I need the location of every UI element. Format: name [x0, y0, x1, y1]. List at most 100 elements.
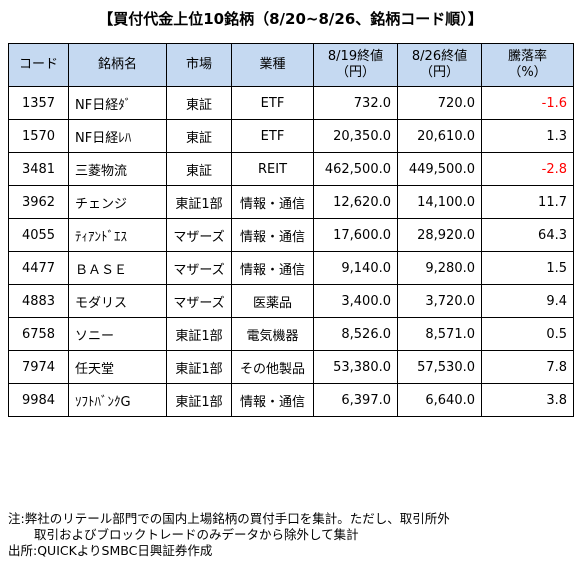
page-title: 【買付代金上位10銘柄（8/20~8/26、銘柄コード順）】 — [98, 10, 483, 28]
cell-name: NF日経ﾀﾞ — [68, 86, 167, 120]
cell-market: 東証 — [166, 152, 232, 186]
header-market: 市場 — [166, 43, 232, 87]
cell-change: 3.8 — [481, 383, 574, 417]
header-price-0826: 8/26終値 （円） — [397, 43, 482, 87]
cell-market: 東証 — [166, 119, 232, 153]
cell-name: ﾃｨｱﾝﾄﾞｴｽ — [68, 218, 167, 252]
header-change-label: 騰落率 — [507, 49, 547, 64]
cell-code: 9984 — [8, 383, 69, 417]
cell-sector: REIT — [231, 152, 314, 186]
cell-change: 1.3 — [481, 119, 574, 153]
header-price-0819: 8/19終値 （円） — [313, 43, 398, 87]
table-row: 6758 ソニー 東証1部 電気機器 8,526.0 8,571.0 0.5 — [8, 317, 574, 351]
table-row: 1570 NF日経ﾚﾊ 東証 ETF 20,350.0 20,610.0 1.3 — [8, 119, 574, 153]
cell-price-0819: 6,397.0 — [313, 383, 398, 417]
cell-price-0826: 57,530.0 — [397, 350, 482, 384]
cell-change: 9.4 — [481, 284, 574, 318]
cell-market: 東証1部 — [166, 350, 232, 384]
cell-market: 東証1部 — [166, 317, 232, 351]
cell-name: 三菱物流 — [68, 152, 167, 186]
cell-name: ソニー — [68, 317, 167, 351]
cell-sector: ETF — [231, 86, 314, 120]
cell-sector: 情報・通信 — [231, 383, 314, 417]
cell-code: 1570 — [8, 119, 69, 153]
cell-sector: 情報・通信 — [231, 185, 314, 219]
cell-sector: 情報・通信 — [231, 251, 314, 285]
cell-price-0826: 3,720.0 — [397, 284, 482, 318]
cell-sector: 医薬品 — [231, 284, 314, 318]
cell-price-0819: 17,600.0 — [313, 218, 398, 252]
footnotes: 注:弊社のリテール部門での国内上場銘柄の買付手口を集計。ただし、取引所外 取引お… — [8, 511, 450, 559]
table-row: 3481 三菱物流 東証 REIT 462,500.0 449,500.0 -2… — [8, 152, 574, 186]
cell-name: 任天堂 — [68, 350, 167, 384]
cell-code: 3481 — [8, 152, 69, 186]
cell-name: モダリス — [68, 284, 167, 318]
cell-price-0826: 449,500.0 — [397, 152, 482, 186]
table-row: 9984 ｿﾌﾄﾊﾞﾝｸG 東証1部 情報・通信 6,397.0 6,640.0… — [8, 383, 574, 417]
ranking-table: コード 銘柄名 市場 業種 8/19終値 （円） 8/26終値 （円） 騰落率 … — [8, 43, 574, 417]
cell-code: 7974 — [8, 350, 69, 384]
cell-market: 東証 — [166, 86, 232, 120]
cell-price-0819: 53,380.0 — [313, 350, 398, 384]
header-sector: 業種 — [231, 43, 314, 87]
cell-market: マザーズ — [166, 251, 232, 285]
cell-change: -2.8 — [481, 152, 574, 186]
header-price-0819-label: 8/19終値 — [327, 49, 384, 64]
header-change-unit: （%） — [508, 65, 547, 80]
cell-price-0826: 14,100.0 — [397, 185, 482, 219]
table-row: 3962 チェンジ 東証1部 情報・通信 12,620.0 14,100.0 1… — [8, 185, 574, 219]
cell-market: 東証1部 — [166, 185, 232, 219]
cell-price-0826: 20,610.0 — [397, 119, 482, 153]
cell-price-0819: 462,500.0 — [313, 152, 398, 186]
footnote-line: 注:弊社のリテール部門での国内上場銘柄の買付手口を集計。ただし、取引所外 — [8, 511, 450, 526]
cell-change: 64.3 — [481, 218, 574, 252]
cell-price-0826: 9,280.0 — [397, 251, 482, 285]
table-row: 4055 ﾃｨｱﾝﾄﾞｴｽ マザーズ 情報・通信 17,600.0 28,920… — [8, 218, 574, 252]
cell-price-0819: 8,526.0 — [313, 317, 398, 351]
cell-name: チェンジ — [68, 185, 167, 219]
cell-code: 4477 — [8, 251, 69, 285]
cell-name: ｿﾌﾄﾊﾞﾝｸG — [68, 383, 167, 417]
table-row: 4883 モダリス マザーズ 医薬品 3,400.0 3,720.0 9.4 — [8, 284, 574, 318]
cell-name: NF日経ﾚﾊ — [68, 119, 167, 153]
header-change: 騰落率 （%） — [481, 43, 574, 87]
header-code: コード — [8, 43, 69, 87]
cell-sector: 電気機器 — [231, 317, 314, 351]
table-row: 1357 NF日経ﾀﾞ 東証 ETF 732.0 720.0 -1.6 — [8, 86, 574, 120]
cell-price-0819: 3,400.0 — [313, 284, 398, 318]
cell-sector: 情報・通信 — [231, 218, 314, 252]
header-price-0819-unit: （円） — [335, 65, 375, 80]
cell-name: ＢＡＳＥ — [68, 251, 167, 285]
table-header-row: コード 銘柄名 市場 業種 8/19終値 （円） 8/26終値 （円） 騰落率 … — [8, 43, 574, 87]
cell-price-0819: 9,140.0 — [313, 251, 398, 285]
cell-price-0819: 732.0 — [313, 86, 398, 120]
cell-price-0819: 12,620.0 — [313, 185, 398, 219]
cell-market: マザーズ — [166, 218, 232, 252]
cell-code: 3962 — [8, 185, 69, 219]
cell-sector: ETF — [231, 119, 314, 153]
cell-change: 11.7 — [481, 185, 574, 219]
header-name: 銘柄名 — [68, 43, 167, 87]
cell-price-0826: 720.0 — [397, 86, 482, 120]
cell-code: 4883 — [8, 284, 69, 318]
cell-market: マザーズ — [166, 284, 232, 318]
header-price-0826-label: 8/26終値 — [411, 49, 468, 64]
cell-market: 東証1部 — [166, 383, 232, 417]
table-row: 7974 任天堂 東証1部 その他製品 53,380.0 57,530.0 7.… — [8, 350, 574, 384]
cell-change: 1.5 — [481, 251, 574, 285]
cell-price-0826: 6,640.0 — [397, 383, 482, 417]
cell-sector: その他製品 — [231, 350, 314, 384]
cell-price-0819: 20,350.0 — [313, 119, 398, 153]
cell-code: 4055 — [8, 218, 69, 252]
cell-code: 6758 — [8, 317, 69, 351]
cell-price-0826: 28,920.0 — [397, 218, 482, 252]
table-row: 4477 ＢＡＳＥ マザーズ 情報・通信 9,140.0 9,280.0 1.5 — [8, 251, 574, 285]
source-note: 出所:QUICKよりSMBC日興証券作成 — [8, 543, 213, 558]
footnote-line: 取引およびブロックトレードのみデータから除外して集計 — [34, 527, 359, 542]
cell-code: 1357 — [8, 86, 69, 120]
cell-change: 7.8 — [481, 350, 574, 384]
cell-change: -1.6 — [481, 86, 574, 120]
header-price-0826-unit: （円） — [419, 65, 459, 80]
cell-change: 0.5 — [481, 317, 574, 351]
cell-price-0826: 8,571.0 — [397, 317, 482, 351]
